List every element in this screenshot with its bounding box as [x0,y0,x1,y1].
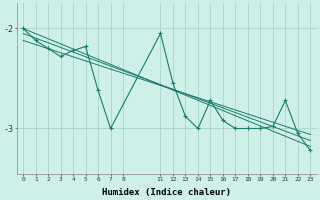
X-axis label: Humidex (Indice chaleur): Humidex (Indice chaleur) [102,188,231,197]
